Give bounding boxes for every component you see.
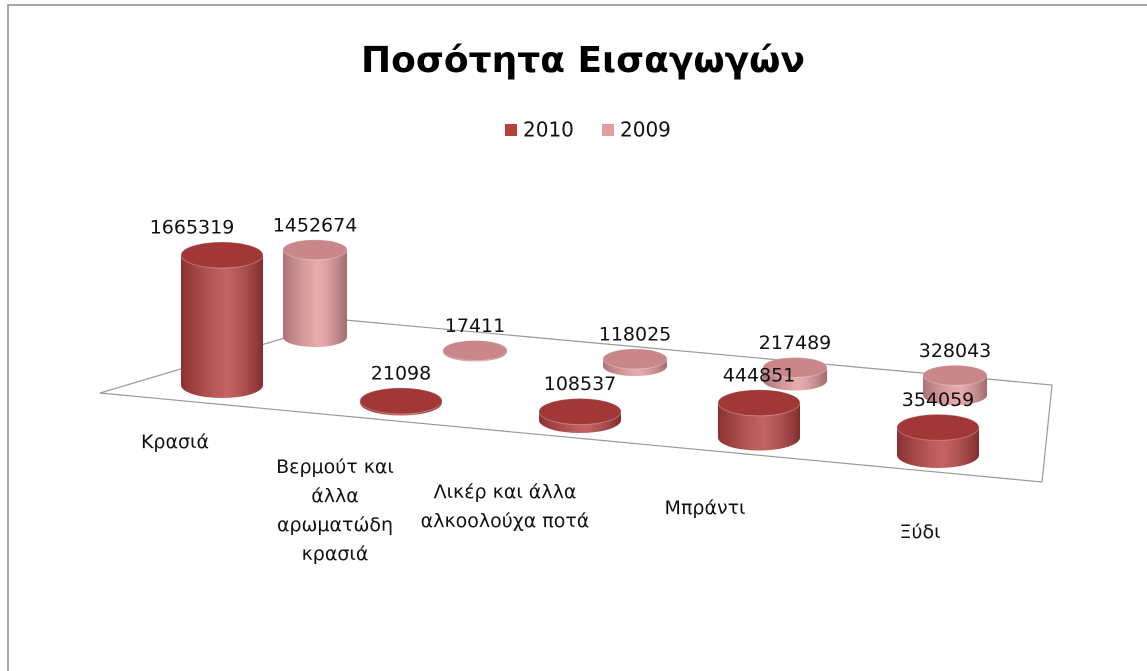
value-label: 1452674 [273,214,358,236]
cylinder [762,356,828,391]
cylinder [359,387,443,416]
floor [99,319,1053,483]
cylinder-top-shade [603,348,667,369]
x-tick-label: Κρασιά [140,431,210,453]
cylinder-top [602,348,668,370]
cylinder [282,239,348,347]
cylinder-top-shade [360,387,442,414]
chart-title: Ποσότητα Εισαγωγών [361,40,805,81]
legend-swatch [602,124,614,136]
cylinder-top [538,398,622,426]
cylinder [602,348,668,376]
legend-swatch [505,124,517,136]
value-label: 21098 [371,362,431,384]
cylinder [538,398,622,433]
cylinder [180,241,264,398]
value-label: 328043 [919,340,992,362]
cylinder-top [717,389,801,417]
plot: 1452674 17411 118025 217489 328043 1665319 210… [150,214,992,468]
x-tick-label: Ξύδι [899,521,941,543]
cylinder-top-shade [897,414,979,441]
cylinder-top-shade [763,357,827,378]
cylinder-top-shade [443,340,507,361]
cylinder-top [282,239,348,261]
cylinder [896,413,980,468]
legend-label: 2009 [620,118,671,142]
x-tick-label: Λικέρ και άλλα αλκοολούχα ποτά [420,481,590,532]
value-label: 444851 [723,364,796,386]
chart-frame [7,4,1147,671]
cylinder-shade [181,255,263,398]
cylinder [442,339,508,362]
value-label: 217489 [759,332,832,354]
x-tick-label: Βερμούτ και άλλα αρωματώδη κρασιά [276,456,394,565]
value-label: 17411 [445,315,505,337]
cylinder-top-shade [539,398,621,425]
cylinder-top-shade [181,242,263,268]
cylinder [717,389,801,451]
cylinder-top [180,241,264,269]
cylinder-top-shade [718,389,800,416]
legend-label: 2010 [523,118,574,142]
cylinder-top [442,339,508,361]
cylinder-top [922,364,988,386]
cylinder-top-shade [923,365,987,386]
cylinder-top [762,356,828,378]
value-label: 108537 [544,373,617,395]
value-label: 1665319 [150,217,235,239]
cylinder [922,364,988,405]
cylinder-shade [718,402,800,451]
cylinder-top-shade [283,239,347,260]
cylinder-top [359,387,443,415]
cylinder-shade [283,249,347,347]
cylinder-top [896,413,980,441]
value-label: 118025 [599,323,672,345]
value-label: 354059 [902,389,975,411]
x-tick-label: Μπράντι [664,497,746,519]
